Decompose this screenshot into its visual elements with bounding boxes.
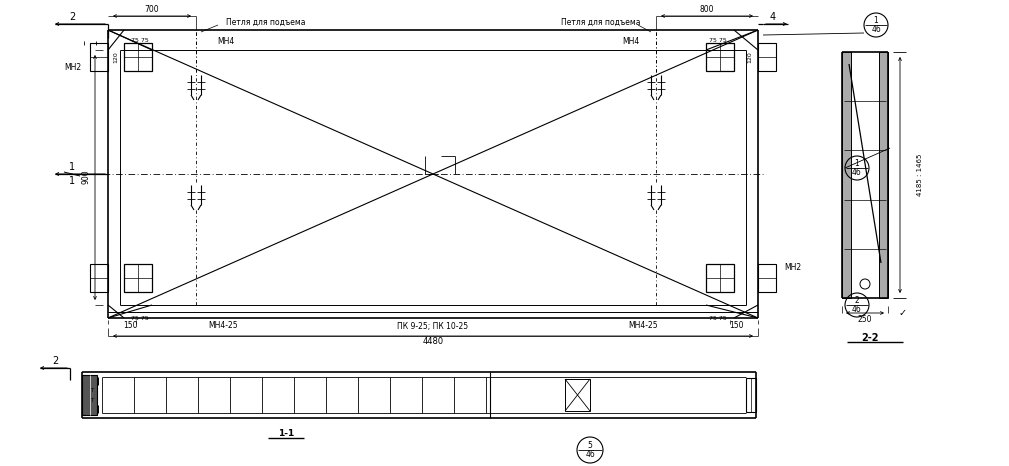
Text: 4480: 4480: [423, 337, 444, 347]
Text: 1: 1: [874, 16, 879, 25]
Text: 5: 5: [587, 441, 592, 450]
Text: 2: 2: [69, 12, 75, 22]
Bar: [82, 375, 97, 415]
Bar: [90, 264, 108, 292]
Text: T: T: [91, 397, 94, 403]
Text: ПК 9-25; ПК 10-25: ПК 9-25; ПК 10-25: [398, 322, 468, 330]
Text: 250: 250: [858, 315, 872, 323]
Bar: [706, 264, 734, 292]
Bar: [124, 43, 152, 71]
Text: 46: 46: [853, 168, 862, 177]
Text: T: T: [91, 388, 94, 392]
Text: 700: 700: [144, 6, 159, 14]
Text: 1: 1: [855, 159, 860, 168]
Text: 1-1: 1-1: [277, 430, 295, 439]
Text: 75 75: 75 75: [131, 39, 149, 43]
Text: МН2: МН2: [784, 263, 801, 273]
Text: 1: 1: [69, 176, 75, 186]
Text: МН4: МН4: [217, 36, 235, 46]
Text: 900: 900: [82, 170, 91, 185]
Text: МН4: МН4: [623, 36, 640, 46]
Text: 1: 1: [69, 162, 75, 172]
Bar: [565, 379, 590, 411]
Text: 2: 2: [51, 356, 59, 366]
Text: 75 75: 75 75: [131, 316, 149, 322]
Text: 800: 800: [700, 6, 714, 14]
Bar: [758, 43, 776, 71]
Text: 46: 46: [871, 25, 881, 34]
Text: 150: 150: [728, 322, 744, 330]
Bar: [124, 264, 152, 292]
Text: 150: 150: [123, 322, 137, 330]
Bar: [90, 43, 108, 71]
Text: 46: 46: [585, 450, 595, 459]
Text: 4: 4: [770, 12, 776, 22]
Text: 46: 46: [853, 305, 862, 314]
Text: ✓: ✓: [899, 308, 907, 318]
Text: 120: 120: [113, 51, 118, 63]
Text: Петля для подъема: Петля для подъема: [561, 18, 641, 27]
Text: 120: 120: [748, 51, 753, 63]
Bar: [706, 43, 734, 71]
Text: 4185 : 1465: 4185 : 1465: [917, 154, 923, 196]
Text: 2-2: 2-2: [862, 333, 879, 343]
Text: МН4-25: МН4-25: [629, 322, 658, 330]
Text: 75 75: 75 75: [709, 316, 726, 322]
Bar: [746, 378, 756, 412]
Bar: [842, 52, 851, 298]
Text: 2: 2: [855, 296, 860, 305]
Text: 75 75: 75 75: [709, 39, 726, 43]
Bar: [879, 52, 888, 298]
Text: МН4-25: МН4-25: [208, 322, 238, 330]
Bar: [758, 264, 776, 292]
Text: МН2: МН2: [65, 62, 82, 71]
Text: Петля для подъема: Петля для подъема: [226, 18, 306, 27]
